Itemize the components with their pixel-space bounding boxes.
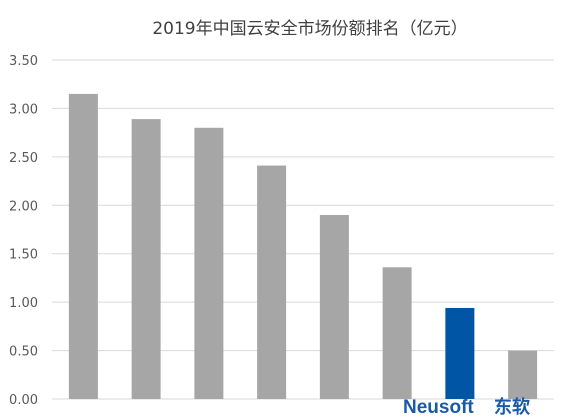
y-tick-label: 1.50 (9, 248, 38, 263)
bar-6 (382, 267, 412, 399)
bar-2 (131, 119, 161, 399)
bar-7 (445, 307, 475, 399)
neusoft-logo: Neusoft 东软 (403, 396, 530, 416)
y-axis-ticks: 0.00 0.50 1.00 1.50 2.00 2.50 3.00 3.50 (9, 54, 38, 408)
logo-text-cn: 东软 (494, 396, 530, 416)
y-tick-label: 0.50 (9, 345, 38, 360)
y-tick-label: 0.00 (9, 393, 38, 408)
y-tick-label: 2.50 (9, 151, 38, 166)
bars (68, 93, 538, 400)
bar-1 (68, 93, 98, 400)
bar-8 (508, 350, 538, 399)
y-tick-label: 3.00 (9, 102, 38, 117)
bar-4 (257, 165, 287, 399)
bar-3 (194, 127, 224, 400)
chart-title: 2019年中国云安全市场份额排名（亿元） (152, 19, 467, 39)
y-tick-label: 1.00 (9, 296, 38, 311)
logo-text-en: Neusoft (403, 397, 474, 416)
bar-5 (319, 214, 349, 399)
grid-lines (52, 59, 554, 400)
y-tick-label: 3.50 (9, 54, 38, 69)
y-tick-label: 2.00 (9, 199, 38, 214)
